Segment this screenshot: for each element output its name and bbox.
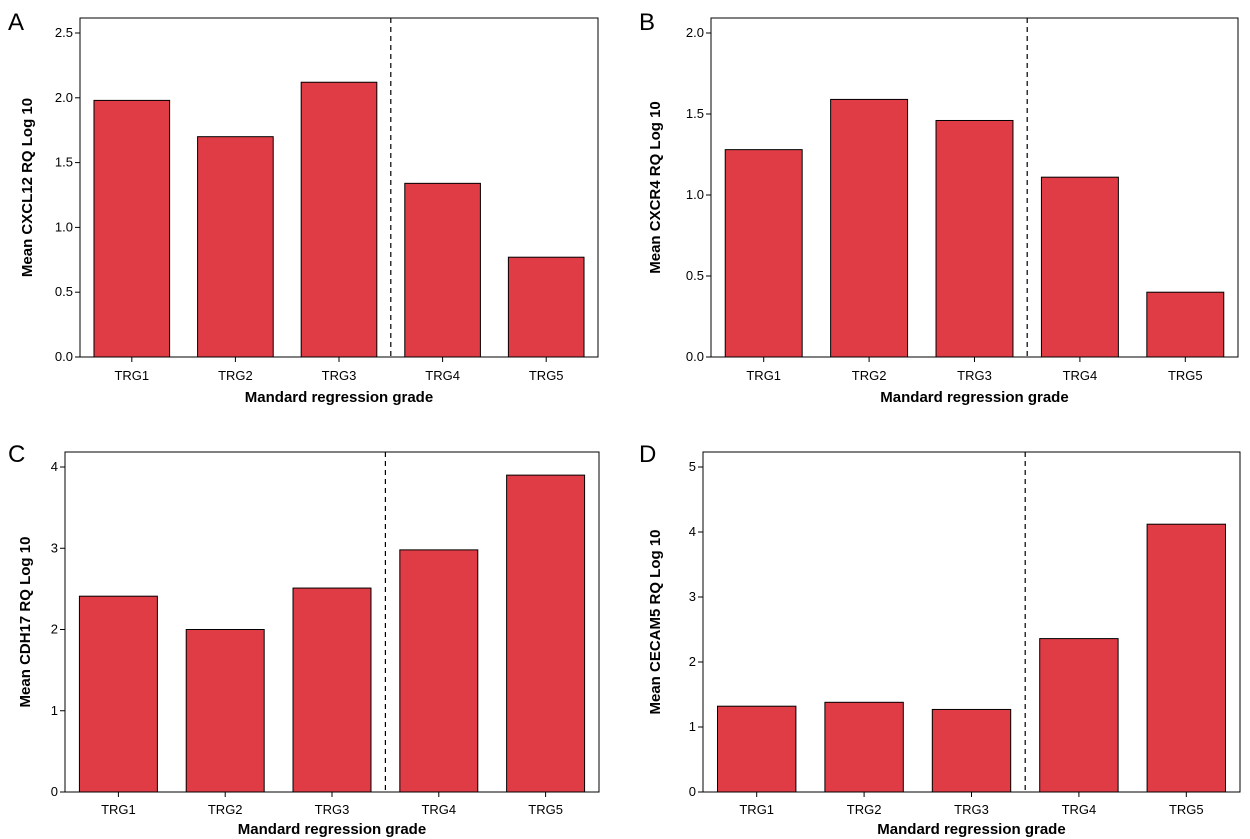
y-tick-label: 1.5 [55,155,73,170]
x-axis-title: Mandard regression grade [245,389,433,406]
y-tick-label: 0.5 [686,268,704,283]
bar-trg3 [292,587,372,793]
bar-trg4 [1039,638,1119,793]
x-axis-title: Mandard regression grade [238,821,426,838]
y-tick-label: 4 [51,459,58,474]
y-tick-label: 2.0 [686,25,704,40]
x-tick-label: TRG2 [218,368,253,383]
bar-trg2 [824,701,904,793]
x-tick-label: TRG4 [425,368,460,383]
panel-a: A 0.0 0.5 1.0 1.5 2.0 2.5 TRG1 TRG2 TRG3 TRG4 TRG5 M… [8,9,599,406]
panel-d: D 0 1 2 3 4 5 TRG1 TRG2 TRG3 TRG4 TRG5 Mandard regre… [639,441,1241,838]
x-tick-label: TRG5 [1168,368,1203,383]
y-axis-title: Mean CECAM5 RQ Log 10 [647,529,664,714]
panel-label: D [639,441,656,468]
x-tick-label: TRG2 [208,802,243,817]
bar-trg1 [716,705,797,793]
bar-trg2 [197,136,274,358]
y-tick-label: 2 [689,654,696,669]
y-tick-label: 0 [689,784,696,799]
bar-trg3 [300,81,378,358]
bar-trg3 [931,708,1012,793]
x-tick-label: TRG5 [528,802,563,817]
y-tick-label: 3 [689,589,696,604]
x-tick-label: TRG3 [957,368,992,383]
x-tick-label: TRG5 [1169,802,1204,817]
x-axis-title: Mandard regression grade [877,821,1065,838]
y-tick-label: 2.5 [55,25,73,40]
y-tick-label: 2.0 [55,90,73,105]
panel-b: B 0.0 0.5 1.0 1.5 2.0 TRG1 TRG2 TRG3 TRG4 TRG5 Mand… [639,9,1239,406]
y-tick-label: 2 [51,622,58,637]
panel-label: B [639,9,655,36]
panel-label: C [8,441,25,468]
x-tick-label: TRG3 [954,802,989,817]
x-tick-label: TRG3 [322,368,357,383]
y-tick-label: 1.0 [686,187,704,202]
bar-trg2 [830,98,909,358]
bar-trg5 [1146,291,1225,358]
bar-trg5 [1146,523,1227,793]
y-tick-label: 0.0 [686,349,704,364]
x-tick-label: TRG1 [114,368,149,383]
bar-trg4 [1040,176,1119,358]
x-tick-label: TRG4 [1062,802,1097,817]
bar-trg3 [935,119,1014,358]
y-tick-label: 5 [689,459,696,474]
y-tick-label: 3 [51,540,58,555]
panel-c: C 0 1 2 3 4 TRG1 TRG2 TRG3 TRG4 TRG5 Mandard regres… [8,441,600,838]
bar-trg4 [404,182,481,358]
x-tick-label: TRG3 [315,802,350,817]
y-tick-label: 1 [51,703,58,718]
bar-trg4 [399,549,479,793]
bar-trg5 [507,256,585,358]
x-tick-label: TRG1 [746,368,781,383]
y-tick-label: 1 [689,719,696,734]
y-axis-title: Mean CDH17 RQ Log 10 [17,537,34,708]
x-tick-label: TRG1 [101,802,136,817]
x-axis-title: Mandard regression grade [880,389,1068,406]
x-tick-label: TRG4 [421,802,456,817]
y-tick-label: 1.0 [55,219,73,234]
y-tick-label: 4 [689,524,696,539]
x-tick-label: TRG2 [847,802,882,817]
y-tick-label: 0.0 [55,349,73,364]
x-tick-label: TRG1 [739,802,774,817]
y-axis-title: Mean CXCL12 RQ Log 10 [19,98,36,277]
y-tick-label: 1.5 [686,106,704,121]
y-tick-label: 0 [51,784,58,799]
x-tick-label: TRG4 [1063,368,1098,383]
bar-trg1 [724,149,803,358]
bar-trg1 [78,595,158,793]
bar-trg1 [93,99,171,358]
bar-trg5 [506,474,586,793]
panel-label: A [8,9,24,36]
x-tick-label: TRG2 [852,368,887,383]
y-axis-title: Mean CXCR4 RQ Log 10 [647,101,664,274]
bar-trg2 [185,629,265,793]
x-tick-label: TRG5 [529,368,564,383]
y-tick-label: 0.5 [55,284,73,299]
